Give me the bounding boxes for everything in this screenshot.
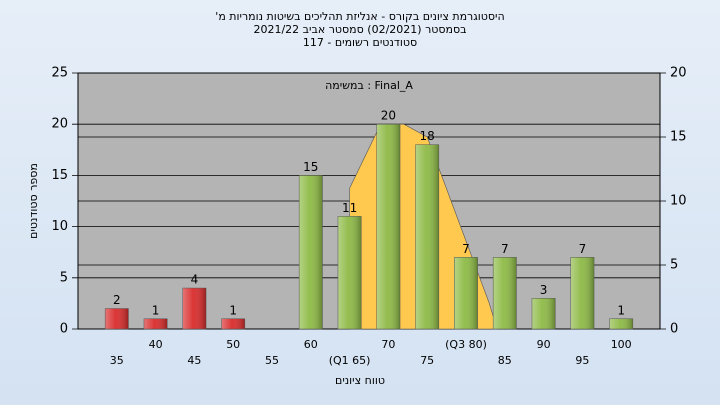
bar-shade <box>531 298 556 330</box>
x-tick-label: (Q3 80) <box>445 338 487 351</box>
y2-tick-label: 5 <box>670 258 678 273</box>
y-tick-label: 0 <box>60 322 68 337</box>
y-axis-title: מספר סטודנטים <box>27 163 40 239</box>
data-label: 1 <box>152 303 160 317</box>
y2-tick-label: 20 <box>670 66 687 81</box>
y-tick-label: 10 <box>51 219 68 234</box>
bar-shade <box>609 318 634 330</box>
x-tick-label: 70 <box>381 338 395 351</box>
data-label: 7 <box>462 242 470 256</box>
x-tick-label: 75 <box>420 354 434 367</box>
data-label: 1 <box>229 303 237 317</box>
x-tick-label: 50 <box>226 338 240 351</box>
data-label: 1 <box>617 303 625 317</box>
x-tick-label: 40 <box>149 338 163 351</box>
bar-shade <box>415 144 440 330</box>
bar-shade <box>492 257 517 330</box>
data-label: 11 <box>342 201 357 215</box>
bar-shade <box>143 318 168 330</box>
y-tick-label: 25 <box>51 66 68 81</box>
y-tick-label: 20 <box>51 117 68 132</box>
data-label: 7 <box>579 242 587 256</box>
chart-subtitle: סטודנטים רשומים - 117 <box>303 36 417 49</box>
x-tick-label: 60 <box>304 338 318 351</box>
data-label: 7 <box>501 242 509 256</box>
data-label: 20 <box>381 109 396 123</box>
annotation: במשימה : Final_A <box>325 79 413 92</box>
data-label: 18 <box>420 129 435 143</box>
bar-shade <box>376 123 401 330</box>
y-tick-label: 5 <box>60 270 68 285</box>
bar-shade <box>182 287 207 330</box>
bar-shade <box>570 257 595 330</box>
chart-title: היסטוגרמת ציונים בקורס - אנליזת תהליכים … <box>215 10 504 23</box>
y2-tick-label: 0 <box>670 322 678 337</box>
bar-shade <box>104 308 129 330</box>
x-tick-label: 85 <box>498 354 512 367</box>
bar-shade <box>454 257 478 330</box>
x-tick-label: (Q1 65) <box>329 354 371 367</box>
x-tick-label: 95 <box>575 354 589 367</box>
bar-shade <box>221 318 246 330</box>
chart-subtitle: בסמסטר (02/2021) סמסטר אביב 2021/22 <box>253 23 466 36</box>
bar-shade <box>337 216 362 330</box>
y2-tick-label: 10 <box>670 194 687 209</box>
y-tick-label: 15 <box>51 168 68 183</box>
data-label: 15 <box>303 160 318 174</box>
x-tick-label: 100 <box>611 338 632 351</box>
data-label: 4 <box>191 273 199 287</box>
x-tick-label: 90 <box>537 338 551 351</box>
y2-tick-label: 15 <box>670 130 687 145</box>
data-label: 3 <box>540 283 548 297</box>
data-label: 2 <box>113 293 121 307</box>
x-tick-label: 55 <box>265 354 279 367</box>
x-tick-label: 45 <box>187 354 201 367</box>
x-tick-label: 35 <box>110 354 124 367</box>
bar-shade <box>298 175 323 330</box>
x-axis-title: טווח ציונים <box>335 374 385 387</box>
